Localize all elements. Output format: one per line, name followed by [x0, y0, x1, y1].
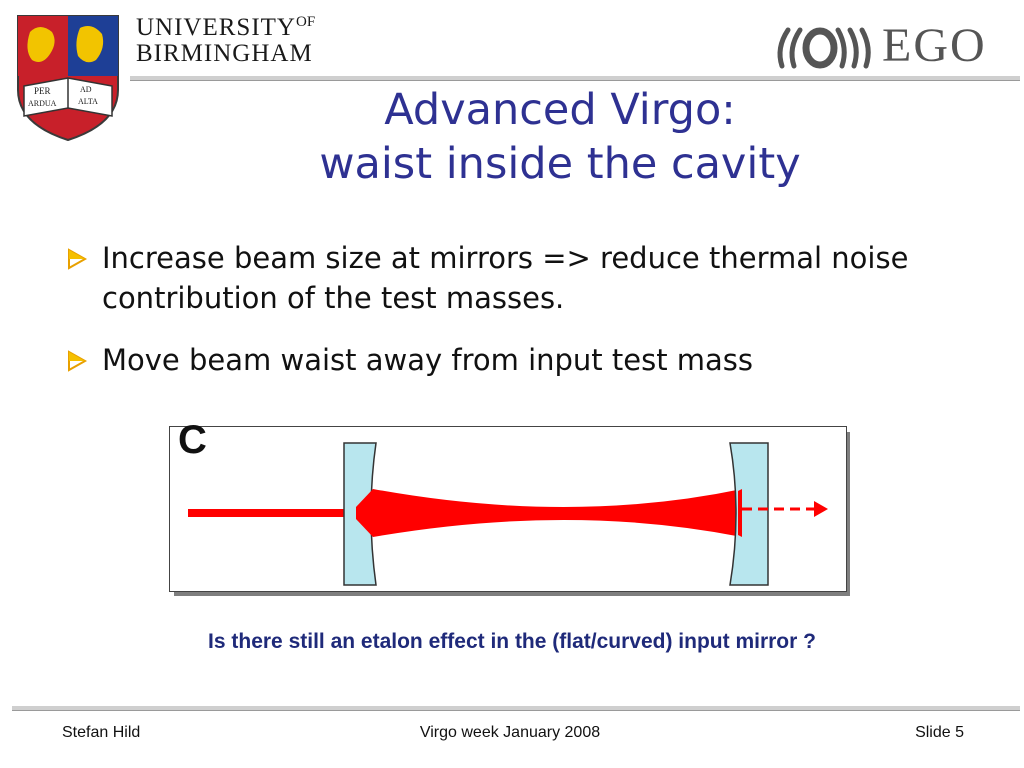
diagram-label: C [178, 418, 207, 462]
footer-author: Stefan Hild [62, 724, 141, 741]
university-crest-logo: PER AD ARDUA ALTA [17, 15, 119, 142]
bullet-text: Move beam waist away from input test mas… [102, 343, 754, 377]
slide-title-line1: Advanced Virgo: [384, 85, 736, 135]
bullet-arrow-icon [68, 248, 88, 270]
bullet-item: Move beam waist away from input test mas… [66, 340, 966, 380]
bullet-arrow-icon [68, 350, 88, 372]
university-name-line1: UNIVERSITYOF [136, 14, 316, 41]
university-of: OF [296, 14, 316, 30]
input-beam [188, 509, 378, 517]
transmitted-arrow-icon [814, 501, 828, 517]
crest-motto-ardua: ARDUA [28, 99, 57, 108]
question-text: Is there still an etalon effect in the (… [208, 630, 816, 653]
beam-in-mirror [356, 489, 373, 537]
intracavity-beam [373, 489, 742, 537]
crest-motto-alta: ALTA [78, 97, 98, 106]
ego-logo-mark [777, 27, 871, 69]
end-mirror [729, 442, 769, 586]
beam-in-end-mirror [738, 489, 742, 537]
university-name-line2: BIRMINGHAM [136, 40, 313, 67]
bullet-item: Increase beam size at mirrors => reduce … [66, 238, 966, 318]
footer-slide-number: Slide 5 [915, 724, 964, 741]
crest-motto-per: PER [34, 86, 51, 96]
slide-title-line2: waist inside the cavity [319, 139, 801, 189]
crest-motto-ad: AD [80, 85, 92, 94]
header-divider [130, 76, 1020, 81]
cavity-beam-diagram [169, 426, 847, 592]
ego-logo-text: EGO [882, 19, 987, 72]
bullet-text: Increase beam size at mirrors => reduce … [102, 241, 909, 315]
footer-event: Virgo week January 2008 [419, 724, 601, 741]
footer-divider [12, 706, 1020, 711]
